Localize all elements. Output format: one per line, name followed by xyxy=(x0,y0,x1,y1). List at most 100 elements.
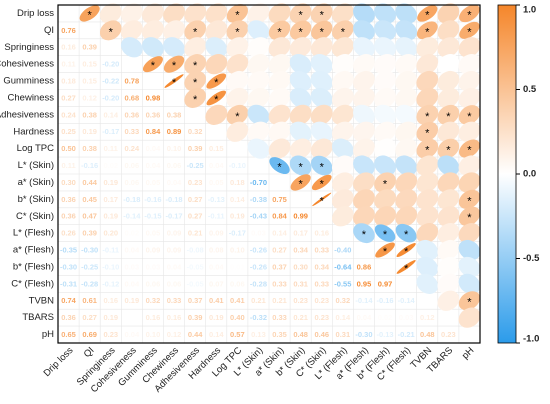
significance-star: * xyxy=(425,111,430,123)
corr-ellipse xyxy=(205,37,228,58)
corr-value: 0.44 xyxy=(188,330,203,339)
corr-ellipse xyxy=(268,87,291,109)
corr-ellipse xyxy=(311,20,333,40)
significance-star: * xyxy=(172,77,177,89)
corr-ellipse xyxy=(458,139,480,158)
corr-value: -0.21 xyxy=(398,330,415,339)
corr-value: 0.33 xyxy=(314,246,329,255)
corr-ellipse xyxy=(310,3,333,24)
corr-ellipse xyxy=(459,21,480,39)
significance-star: * xyxy=(425,26,430,38)
corr-value: 0.09 xyxy=(146,246,161,255)
corr-value: 0.31 xyxy=(293,279,308,288)
corr-ellipse xyxy=(395,87,418,109)
corr-value: 0.97 xyxy=(378,279,393,288)
corr-ellipse xyxy=(395,3,418,24)
corr-value: 0.21 xyxy=(293,313,308,322)
corr-value: -0.25 xyxy=(187,161,204,170)
corr-value: 0.06 xyxy=(125,178,140,187)
corr-ellipse xyxy=(353,206,375,227)
corr-value: 0.39 xyxy=(188,144,203,153)
corr-value: 0.41 xyxy=(209,296,224,305)
corr-value: 0.41 xyxy=(230,296,245,305)
corr-ellipse xyxy=(142,37,164,58)
corr-value: 0.17 xyxy=(103,195,118,204)
corr-value: -0.35 xyxy=(60,246,77,255)
corr-ellipse xyxy=(310,87,333,109)
corr-ellipse xyxy=(374,3,396,24)
corr-ellipse xyxy=(268,54,291,75)
corr-ellipse xyxy=(437,54,460,75)
corr-ellipse xyxy=(99,3,122,24)
corr-ellipse xyxy=(353,70,375,92)
corr-ellipse xyxy=(395,189,418,210)
corr-ellipse xyxy=(268,104,291,125)
corr-ellipse xyxy=(416,87,439,109)
corr-value: 0.26 xyxy=(61,229,76,238)
corr-value: 0.01 xyxy=(230,262,245,271)
corr-ellipse xyxy=(458,291,481,311)
corr-value: -0.16 xyxy=(144,195,161,204)
colorbar-label: 0.0 xyxy=(523,169,536,180)
corr-value: 0.33 xyxy=(314,279,329,288)
corr-ellipse xyxy=(437,138,460,159)
corr-value: 0.15 xyxy=(82,77,97,86)
significance-star: * xyxy=(425,145,430,157)
corr-value: 0.16 xyxy=(61,43,76,52)
significance-star: * xyxy=(88,9,93,21)
corr-ellipse xyxy=(374,224,396,242)
corr-ellipse xyxy=(226,70,249,92)
corr-value: 0.38 xyxy=(82,144,97,153)
corr-value: 0.16 xyxy=(146,313,161,322)
corr-ellipse xyxy=(416,256,439,278)
corr-ellipse xyxy=(437,223,460,244)
significance-star: * xyxy=(172,60,177,72)
corr-value: 0.33 xyxy=(272,313,287,322)
corr-ellipse xyxy=(416,104,439,125)
significance-star: * xyxy=(299,26,304,38)
corr-value: 0.12 xyxy=(420,313,435,322)
significance-star: * xyxy=(277,26,282,38)
corr-value: 0.23 xyxy=(188,178,203,187)
corr-value: -0.16 xyxy=(376,296,393,305)
corr-ellipse xyxy=(331,172,354,193)
y-label: Springiness xyxy=(4,42,54,53)
corr-ellipse xyxy=(247,87,270,109)
corr-ellipse xyxy=(142,20,164,41)
corr-ellipse xyxy=(437,121,460,142)
corr-value: -0.16 xyxy=(81,161,98,170)
corr-ellipse xyxy=(416,155,439,176)
corr-value: 0.36 xyxy=(61,212,76,221)
significance-star: * xyxy=(320,26,325,38)
corr-ellipse xyxy=(374,121,396,142)
plot-frame xyxy=(57,4,481,344)
corr-value: 0.14 xyxy=(103,110,118,119)
corr-ellipse xyxy=(226,104,249,125)
corr-value: 0.57 xyxy=(230,330,245,339)
corr-ellipse xyxy=(120,37,143,58)
corr-ellipse xyxy=(289,104,312,125)
corr-value: 0.27 xyxy=(272,246,287,255)
corr-ellipse xyxy=(184,54,207,75)
corr-ellipse xyxy=(226,121,249,142)
corr-value: 0.06 xyxy=(167,279,182,288)
corr-value: 0.10 xyxy=(230,246,245,255)
corr-value: 0.38 xyxy=(167,110,182,119)
corr-ellipse xyxy=(458,54,481,75)
y-label: QI xyxy=(44,25,54,36)
corr-ellipse xyxy=(310,155,333,176)
corr-ellipse xyxy=(268,121,291,142)
corr-ellipse xyxy=(458,307,481,328)
corr-value: 0.33 xyxy=(167,296,182,305)
corr-value: 0.89 xyxy=(167,127,182,136)
corr-value: 0.12 xyxy=(167,330,182,339)
corr-value: -0.10 xyxy=(229,161,246,170)
corr-value: 0.05 xyxy=(209,178,224,187)
corr-ellipse xyxy=(332,20,354,41)
corr-value: 0.75 xyxy=(272,195,287,204)
significance-star: * xyxy=(109,26,114,38)
corr-ellipse xyxy=(205,54,228,75)
corr-value: -0.13 xyxy=(376,330,393,339)
corr-value: 0.24 xyxy=(61,110,76,119)
